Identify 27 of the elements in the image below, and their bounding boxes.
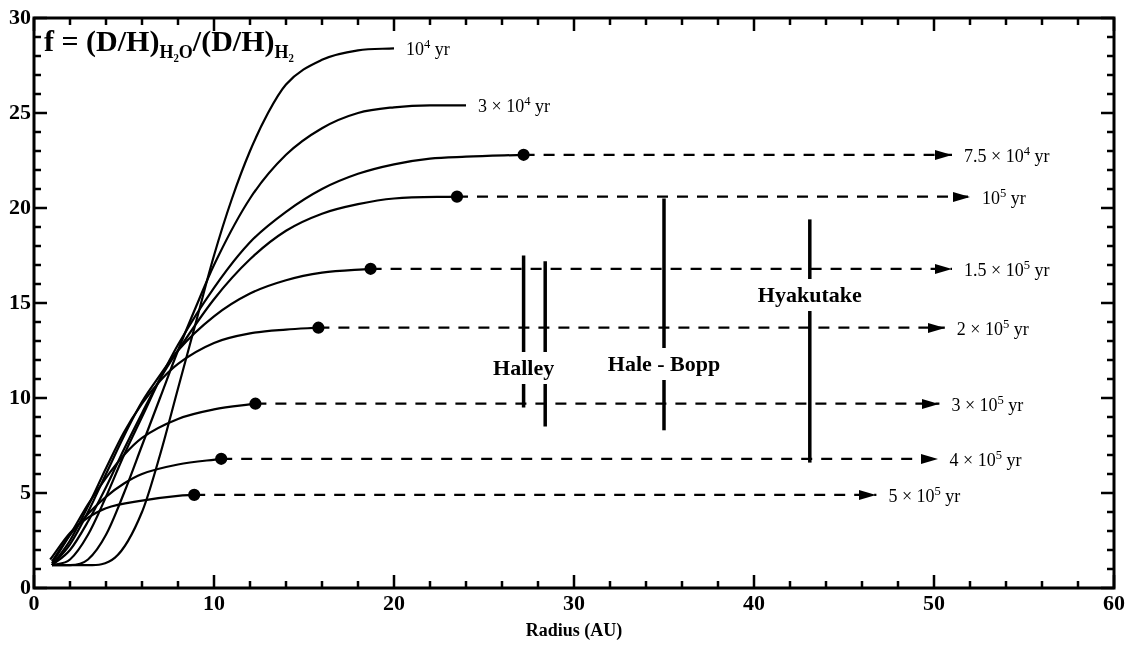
annotation: 3 × 10$^{4}$ yr xyxy=(478,93,550,117)
x-tick-label: 60 xyxy=(1103,589,1125,615)
annotation: 2 × 10$^{5}$ yr xyxy=(956,316,1029,340)
y-tick-label: 30 xyxy=(9,3,31,29)
y-tick-label: 25 xyxy=(9,98,31,124)
annotation: 5 × 10$^{5}$ yr xyxy=(888,483,961,507)
annotation: Hale - Bopp xyxy=(605,347,723,380)
annotation: 3 × 10$^{5}$ yr xyxy=(951,392,1024,416)
y-tick-label: 20 xyxy=(9,193,31,219)
annotation: 4 × 10$^{5}$ yr xyxy=(949,447,1022,471)
y-tick-label: 15 xyxy=(9,288,31,314)
chart-title: f = (D/H)$_{H₂O}$/(D/H)$_{H₂}$ xyxy=(44,24,294,62)
y-tick-label: 10 xyxy=(9,383,31,409)
x-axis-title: Radius (AU) xyxy=(525,619,623,641)
x-tick-label: 40 xyxy=(743,589,765,615)
x-tick-label: 30 xyxy=(563,589,585,615)
annotation: 10$^{5}$ yr xyxy=(982,185,1026,209)
annotation: Halley xyxy=(491,351,557,384)
annotation: 10$^{4}$ yr xyxy=(406,36,450,60)
annotation: Hyakutake xyxy=(755,279,864,312)
x-tick-label: 50 xyxy=(923,589,945,615)
x-tick-label: 20 xyxy=(383,589,405,615)
y-tick-label: 5 xyxy=(20,478,31,504)
x-tick-label: 10 xyxy=(203,589,225,615)
y-tick-label: 0 xyxy=(20,573,31,599)
annotation: 7.5 × 10$^{4}$ yr xyxy=(964,143,1050,167)
annotation: 1.5 × 10$^{5}$ yr xyxy=(964,257,1050,281)
